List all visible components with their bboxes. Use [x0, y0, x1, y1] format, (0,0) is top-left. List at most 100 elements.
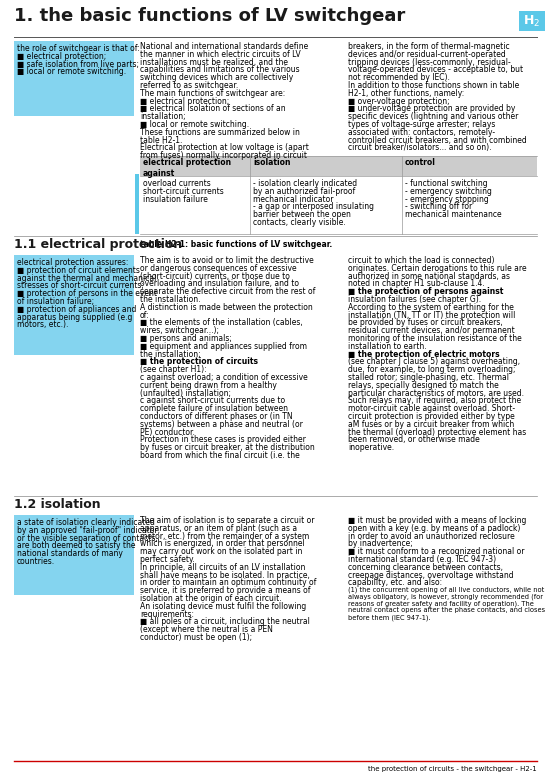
Text: service, it is preferred to provide a means of: service, it is preferred to provide a me…	[140, 587, 311, 595]
Text: ■ the elements of the installation (cables,: ■ the elements of the installation (cabl…	[140, 319, 302, 327]
Text: perfect safety.: perfect safety.	[140, 555, 195, 564]
Text: In principle, all circuits of an LV installation: In principle, all circuits of an LV inst…	[140, 562, 305, 572]
Text: by fuses or circuit breaker, at the distribution: by fuses or circuit breaker, at the dist…	[140, 443, 315, 452]
Text: ■ the protection of circuits: ■ the protection of circuits	[140, 358, 258, 366]
Text: c against short-circuit currents due to: c against short-circuit currents due to	[140, 397, 285, 405]
Text: shall have means to be isolated. In practice,: shall have means to be isolated. In prac…	[140, 570, 310, 580]
Text: installations must be realized, and the: installations must be realized, and the	[140, 58, 288, 66]
Text: H$_2$: H$_2$	[523, 13, 541, 29]
Text: (except where the neutral is a PEN: (except where the neutral is a PEN	[140, 626, 273, 634]
Text: capability, etc. and also:: capability, etc. and also:	[348, 578, 442, 587]
Text: open with a key (e.g. by means of a padlock): open with a key (e.g. by means of a padl…	[348, 523, 520, 533]
Text: ■ electrical protection;: ■ electrical protection;	[140, 97, 229, 106]
Text: motor-circuit cable against overload. Short-: motor-circuit cable against overload. Sh…	[348, 404, 515, 413]
Text: not recommended by IEC).: not recommended by IEC).	[348, 73, 450, 83]
Text: conductor) must be open (1);: conductor) must be open (1);	[140, 633, 252, 642]
Text: ■ all poles of a circuit, including the neutral: ■ all poles of a circuit, including the …	[140, 618, 310, 626]
Text: barrier between the open: barrier between the open	[253, 210, 351, 219]
Text: - switching off for: - switching off for	[405, 203, 472, 211]
Text: against the thermal and mechanical: against the thermal and mechanical	[17, 273, 156, 283]
Text: (see chapter H1):: (see chapter H1):	[140, 365, 207, 374]
Text: overloading and insulation failure, and to: overloading and insulation failure, and …	[140, 280, 299, 288]
Text: associated with: contactors, remotely-: associated with: contactors, remotely-	[348, 128, 495, 137]
Text: stresses of short-circuit currents;: stresses of short-circuit currents;	[17, 281, 144, 291]
Text: national standards of many: national standards of many	[17, 549, 123, 559]
Text: authorized in some national standards, as: authorized in some national standards, a…	[348, 272, 510, 280]
Text: a state of isolation clearly indicated: a state of isolation clearly indicated	[17, 518, 155, 527]
Text: the thermal (overload) protective element has: the thermal (overload) protective elemen…	[348, 428, 526, 436]
Text: These functions are summarized below in: These functions are summarized below in	[140, 128, 300, 137]
Text: short-circuit currents: short-circuit currents	[143, 187, 224, 196]
Text: ■ under-voltage protection are provided by: ■ under-voltage protection are provided …	[348, 104, 515, 114]
Text: be provided by fuses or circuit breakers,: be provided by fuses or circuit breakers…	[348, 319, 503, 327]
Text: (see chapter J clause 5) against overheating,: (see chapter J clause 5) against overhea…	[348, 358, 520, 366]
Text: electrical protection assures:: electrical protection assures:	[17, 258, 128, 267]
Text: table H2-1: basic functions of LV switchgear.: table H2-1: basic functions of LV switch…	[140, 240, 332, 249]
Text: ■ the protection of persons against: ■ the protection of persons against	[348, 287, 504, 296]
Text: before them (IEC 947-1).: before them (IEC 947-1).	[348, 614, 431, 621]
Text: residual current devices, and/or permanent: residual current devices, and/or permane…	[348, 326, 515, 335]
Text: the role of switchgear is that of:: the role of switchgear is that of:	[17, 44, 140, 53]
Text: neutral contact opens after the phase contacts, and closes: neutral contact opens after the phase co…	[348, 607, 545, 613]
FancyBboxPatch shape	[135, 174, 139, 234]
Text: stalled rotor; single-phasing, etc. Thermal: stalled rotor; single-phasing, etc. Ther…	[348, 373, 509, 382]
FancyBboxPatch shape	[14, 515, 134, 595]
FancyBboxPatch shape	[140, 156, 537, 176]
Text: - functional switching: - functional switching	[405, 179, 488, 188]
Text: National and international standards define: National and international standards def…	[140, 42, 308, 51]
Text: complete failure of insulation between: complete failure of insulation between	[140, 404, 288, 413]
Text: by inadvertence;: by inadvertence;	[348, 539, 413, 548]
Text: 1.2 isolation: 1.2 isolation	[14, 498, 101, 511]
Text: by an approved "fail-proof" indicator,: by an approved "fail-proof" indicator,	[17, 526, 160, 535]
Text: ■ local or remote switching.: ■ local or remote switching.	[17, 68, 126, 76]
Text: ■ it must conform to a recognized national or: ■ it must conform to a recognized nation…	[348, 547, 525, 556]
Text: motor, etc.) from the remainder of a system: motor, etc.) from the remainder of a sys…	[140, 531, 309, 541]
Text: ■ protection of persons in the event: ■ protection of persons in the event	[17, 289, 157, 298]
Text: separate the defective circuit from the rest of: separate the defective circuit from the …	[140, 287, 315, 296]
Text: of:: of:	[140, 311, 150, 319]
Text: In addition to those functions shown in table: In addition to those functions shown in …	[348, 81, 519, 90]
Text: (short-circuit) currents, or those due to: (short-circuit) currents, or those due t…	[140, 272, 290, 280]
Text: ■ over-voltage protection;: ■ over-voltage protection;	[348, 97, 450, 106]
Text: ■ the protection of electric motors: ■ the protection of electric motors	[348, 350, 500, 358]
Text: An isolating device must fulfil the following: An isolating device must fulfil the foll…	[140, 602, 306, 611]
Text: the installation.: the installation.	[140, 295, 201, 304]
Text: been removed, or otherwise made: been removed, or otherwise made	[348, 435, 480, 444]
Text: - a gap or interposed insulating: - a gap or interposed insulating	[253, 203, 374, 211]
Text: ■ electrical isolation of sections of an: ■ electrical isolation of sections of an	[140, 104, 285, 114]
Text: 1.1 electrical protection: 1.1 electrical protection	[14, 238, 182, 251]
Text: specific devices (lightning and various other: specific devices (lightning and various …	[348, 112, 518, 122]
Text: always obligatory, is however, strongly recommended (for: always obligatory, is however, strongly …	[348, 593, 543, 600]
Text: countries.: countries.	[17, 557, 55, 566]
FancyBboxPatch shape	[519, 11, 545, 31]
Text: or the visible separation of contacts,: or the visible separation of contacts,	[17, 534, 158, 543]
Text: current being drawn from a healthy: current being drawn from a healthy	[140, 381, 277, 390]
Text: apparatus, or an item of plant (such as a: apparatus, or an item of plant (such as …	[140, 523, 297, 533]
Text: requirements:: requirements:	[140, 610, 194, 619]
Text: board from which the final circuit (i.e. the: board from which the final circuit (i.e.…	[140, 451, 300, 460]
Text: isolation at the origin of each circuit.: isolation at the origin of each circuit.	[140, 594, 282, 603]
Text: Such relays may, if required, also protect the: Such relays may, if required, also prote…	[348, 397, 521, 405]
Text: (1) the concurrent opening of all live conductors, while not: (1) the concurrent opening of all live c…	[348, 587, 544, 593]
Text: ■ local or remote switching.: ■ local or remote switching.	[140, 120, 249, 129]
Text: in order to maintain an optimum continuity of: in order to maintain an optimum continui…	[140, 578, 316, 587]
Text: Protection in these cases is provided either: Protection in these cases is provided ei…	[140, 435, 306, 444]
Text: Electrical protection at low voltage is (apart: Electrical protection at low voltage is …	[140, 143, 309, 153]
Text: The aim is to avoid or to limit the destructive: The aim is to avoid or to limit the dest…	[140, 256, 314, 265]
Text: circuit breaker/isolators... and so on).: circuit breaker/isolators... and so on).	[348, 143, 491, 153]
Text: tripping devices (less-commonly, residual-: tripping devices (less-commonly, residua…	[348, 58, 511, 66]
Text: ■ equipment and appliances supplied from: ■ equipment and appliances supplied from	[140, 342, 307, 351]
Text: ■ protection of appliances and: ■ protection of appliances and	[17, 305, 137, 314]
Text: of insulation failure;: of insulation failure;	[17, 297, 94, 306]
Text: H2-1, other functions, namely:: H2-1, other functions, namely:	[348, 89, 464, 98]
Text: - emergency switching: - emergency switching	[405, 187, 492, 196]
Text: contacts, clearly visible.: contacts, clearly visible.	[253, 218, 345, 227]
Text: the installation;: the installation;	[140, 350, 201, 358]
Text: international standard (e.g. IEC 947-3): international standard (e.g. IEC 947-3)	[348, 555, 496, 564]
Text: motors, etc.).: motors, etc.).	[17, 320, 68, 330]
Text: types of voltage-surge arrester; relays: types of voltage-surge arrester; relays	[348, 120, 495, 129]
Text: relays, specially designed to match the: relays, specially designed to match the	[348, 381, 499, 390]
Text: ■ safe isolation from live parts;: ■ safe isolation from live parts;	[17, 60, 139, 69]
Text: installation (TN, TT or IT) the protection will: installation (TN, TT or IT) the protecti…	[348, 311, 515, 319]
Text: table H2-1.: table H2-1.	[140, 136, 182, 145]
